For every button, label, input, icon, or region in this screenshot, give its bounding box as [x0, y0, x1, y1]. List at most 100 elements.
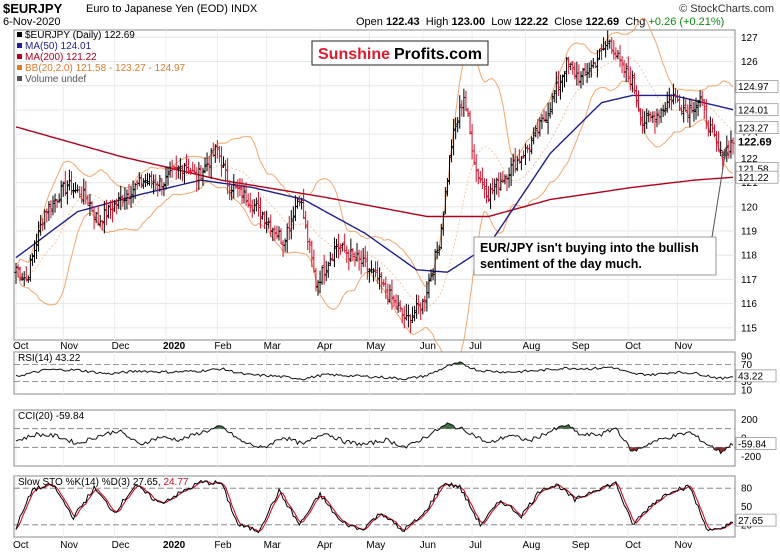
ohlc-bar [221, 156, 225, 169]
ohlc-bar [639, 108, 643, 126]
ohlc-bar [203, 157, 207, 174]
ohlc-bar [456, 117, 460, 133]
ohlc-bar [408, 314, 412, 333]
ohlc-bar [267, 217, 271, 229]
ohlc-bar [82, 178, 86, 205]
ohlc-bar [104, 199, 108, 226]
ohlc-bar [636, 90, 640, 112]
ohlc-bar [581, 67, 585, 86]
ohlc-bar [209, 148, 213, 179]
annotation-line-1: EUR/JPY isn't buying into the bullish [480, 241, 699, 255]
ohlc-bar [314, 268, 318, 292]
sto-d-line [15, 480, 734, 533]
ohlc-bar [731, 137, 735, 155]
ohlc-bar [160, 178, 164, 196]
ohlc-bar [511, 153, 515, 177]
ohlc-bar [719, 141, 723, 156]
ohlc-bar [86, 194, 90, 206]
legend-swatch [17, 32, 22, 37]
ohlc-summary: Open 122.43 High 123.00 Low 122.22 Close… [356, 16, 724, 28]
ohlc-bar [655, 108, 659, 128]
ohlc-bar [96, 205, 100, 226]
ohlc-bar [624, 63, 628, 83]
ma200-line [15, 126, 734, 218]
ohlc-bar [35, 233, 39, 259]
ohlc-bar [682, 96, 686, 123]
ohlc-bar [191, 161, 195, 172]
ohlc-bar [445, 177, 449, 197]
ohlc-bar [106, 204, 110, 219]
annotation-arrowhead [721, 146, 729, 157]
ohlc-bar [419, 302, 423, 321]
ohlc-bar [649, 111, 653, 122]
ohlc-bar [67, 169, 71, 191]
ohlc-bar [328, 251, 332, 267]
ohlc-bar [49, 200, 53, 219]
ohlc-bar [497, 172, 501, 198]
ohlc-bar [273, 225, 277, 241]
ohlc-bar [295, 197, 299, 209]
ohlc-bar [330, 253, 334, 261]
ohlc-bar [357, 249, 361, 271]
ohlc-bar [423, 295, 427, 312]
ohlc-bar [429, 269, 433, 282]
ohlc-bar [505, 174, 509, 192]
cci-last-box [735, 437, 777, 450]
ohlc-bar [587, 62, 591, 78]
x-axis-label: Sep [572, 341, 590, 352]
price-axis-label: 122 [741, 154, 758, 165]
ohlc-bar [236, 179, 240, 198]
ohlc-bar [678, 94, 682, 112]
legend-entry: MA(50) 124.01 [25, 41, 92, 52]
ohlc-bar [396, 295, 400, 313]
ohlc-bar [450, 139, 454, 163]
ohlc-bar [528, 143, 532, 162]
ohlc-bar [213, 144, 217, 163]
ohlc-bar [258, 197, 262, 229]
ohlc-bar [182, 163, 186, 184]
rsi-axis-label: 30 [741, 377, 753, 388]
ohlc-bar [137, 172, 141, 187]
symbol-name: Euro to Japanese Yen (EOD) [86, 3, 228, 15]
ohlc-bar [480, 167, 484, 189]
ohlc-bar [189, 167, 193, 175]
ohlc-bar [18, 266, 22, 282]
ohlc-bar [269, 214, 273, 238]
ohlc-bar [700, 90, 704, 107]
ohlc-bar [454, 117, 458, 140]
open-label: Open [356, 16, 383, 28]
ohlc-bar [133, 182, 137, 200]
ohlc-bar [117, 192, 121, 210]
ohlc-bar [24, 266, 28, 282]
ohlc-bar [620, 56, 624, 74]
price-axis-label: 127 [741, 33, 758, 44]
sto-axis-label: 80 [741, 484, 753, 495]
ohlc-bar [415, 294, 419, 319]
ohlc-bar [606, 30, 610, 51]
ohlc-bar [334, 238, 338, 258]
ohlc-bar [59, 180, 63, 209]
ohlc-bar [158, 174, 162, 192]
bottom-axis-label: Nov [675, 540, 693, 551]
ohlc-bar [452, 118, 456, 156]
ohlc-bar [232, 174, 236, 199]
price-panel [13, 29, 736, 341]
legend-entry: Volume undef [25, 74, 86, 85]
x-axis-label: Apr [317, 341, 333, 352]
ohlc-bar [152, 174, 156, 195]
ohlc-bar [41, 218, 45, 232]
ohlc-bar [298, 196, 302, 207]
annotation-box [473, 236, 717, 276]
ohlc-bar [230, 185, 234, 201]
high-value: 123.00 [451, 16, 486, 28]
ohlc-bar [312, 249, 316, 273]
ohlc-bar [628, 66, 632, 91]
ohlc-bar [51, 195, 55, 216]
ohlc-bar [427, 273, 431, 299]
ohlc-bar [121, 194, 125, 207]
x-axis-label: 2020 [163, 341, 186, 352]
price-label-bb: 121.58 [738, 164, 769, 175]
ohlc-bar [550, 93, 554, 115]
watermark-box [311, 40, 489, 66]
bollinger-lower-line [15, 80, 734, 368]
